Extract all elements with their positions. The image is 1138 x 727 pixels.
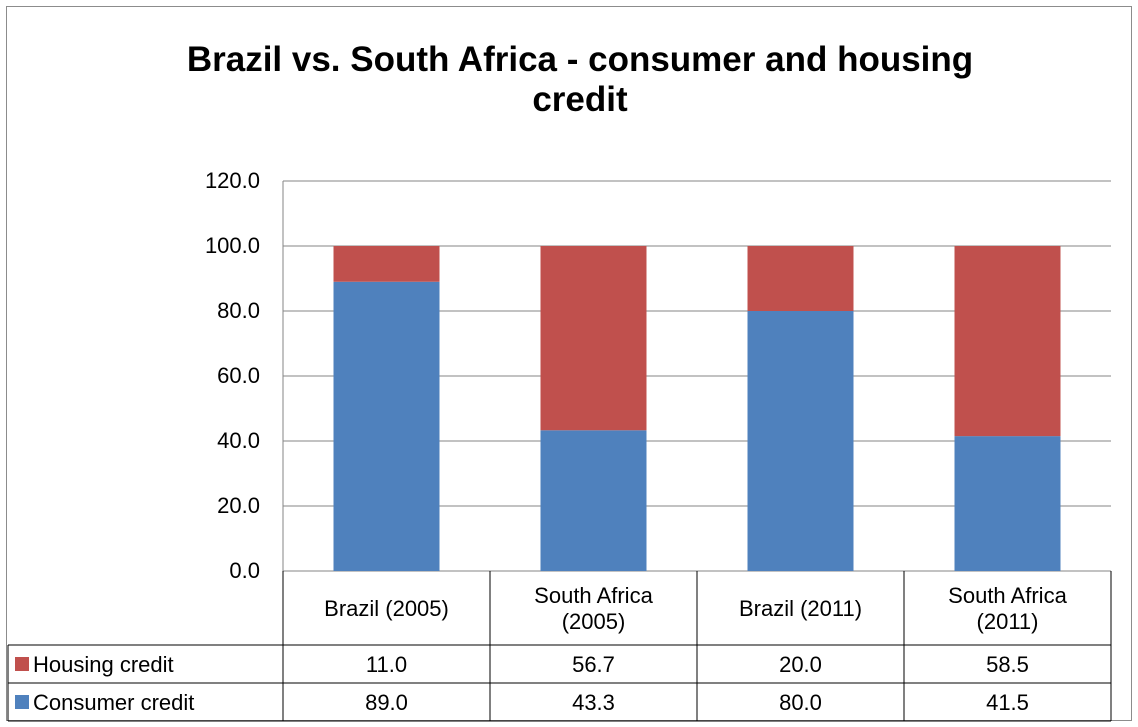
data-value: 41.5 [986,690,1029,715]
data-value: 43.3 [572,690,615,715]
bar-consumer-credit [333,281,440,571]
bar-housing-credit [540,246,647,431]
category-label: South Africa [534,583,653,608]
chart-title-line-1: Brazil vs. South Africa - consumer and h… [186,40,974,79]
y-tick-label: 20.0 [217,493,260,518]
bar-housing-credit [954,246,1061,437]
data-value: 20.0 [779,652,822,677]
chart-title: Brazil vs. South Africa - consumer and h… [0,40,1138,120]
category-label: (2011) [977,609,1039,634]
legend-label: Housing credit [33,652,174,677]
legend-label: Consumer credit [33,690,194,715]
category-label: South Africa [948,583,1067,608]
bar-housing-credit [333,246,440,282]
data-value: 56.7 [572,652,615,677]
category-label: (2005) [562,609,626,634]
legend-swatch [15,657,29,671]
bar-consumer-credit [954,436,1061,571]
legend-swatch [15,695,29,709]
y-tick-label: 80.0 [217,298,260,323]
data-value: 89.0 [365,690,408,715]
chart-title-line-2: credit [532,80,628,119]
bar-consumer-credit [540,430,647,571]
data-value: 80.0 [779,690,822,715]
data-value: 11.0 [366,652,407,677]
data-value: 58.5 [986,652,1029,677]
y-tick-label: 0.0 [229,558,260,583]
y-tick-label: 100.0 [205,233,260,258]
y-tick-label: 120.0 [205,168,260,193]
y-tick-label: 60.0 [217,363,260,388]
bar-housing-credit [747,246,854,311]
bar-consumer-credit [747,311,854,571]
category-label: Brazil (2011) [739,596,862,621]
y-tick-label: 40.0 [217,428,260,453]
category-label: Brazil (2005) [324,596,449,621]
